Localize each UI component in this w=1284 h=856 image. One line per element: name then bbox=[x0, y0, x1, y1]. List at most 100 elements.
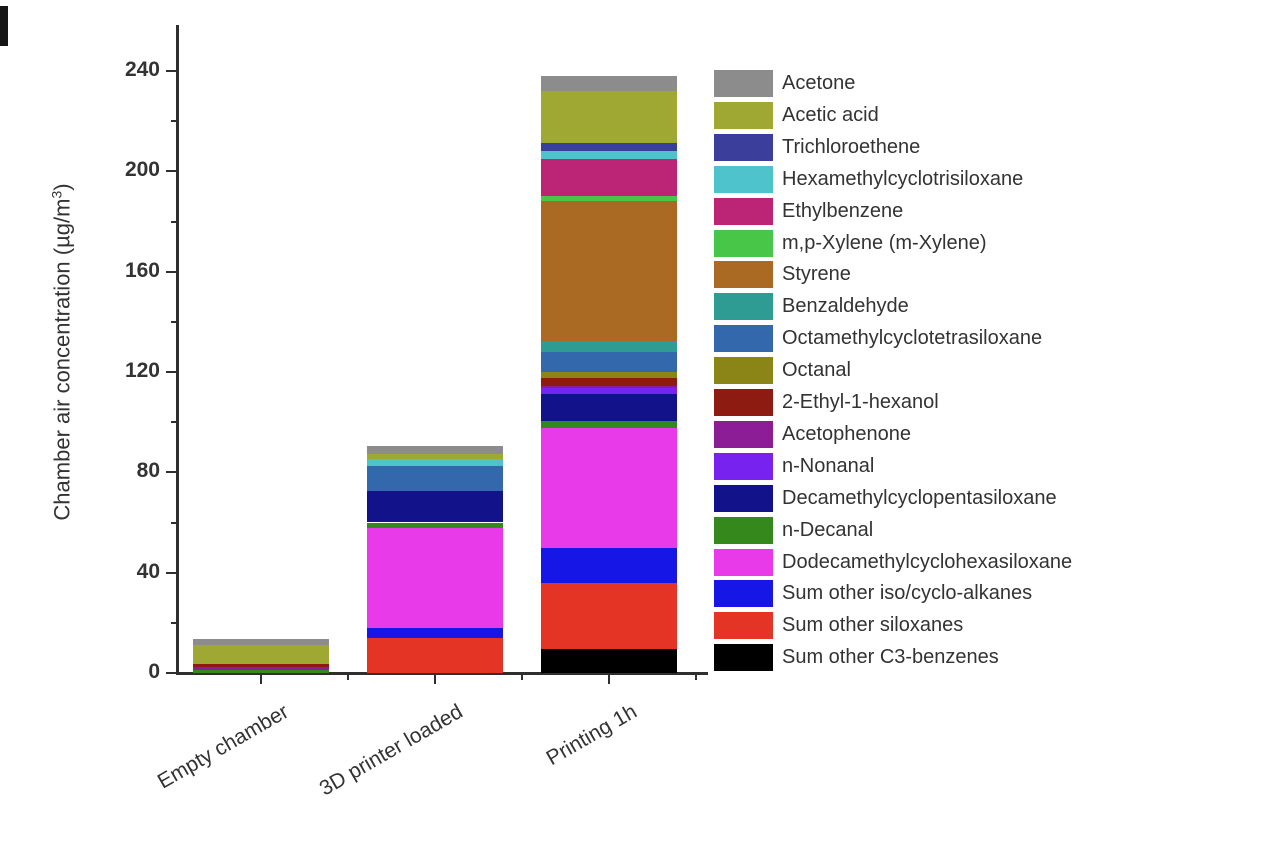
y-major-tick bbox=[166, 371, 176, 373]
legend-label: Acetophenone bbox=[782, 422, 912, 445]
bar-segment bbox=[367, 527, 503, 628]
y-axis-title-close: ) bbox=[49, 183, 75, 191]
bar-segment bbox=[541, 547, 677, 583]
y-major-tick bbox=[166, 70, 176, 72]
category-label: Printing 1h bbox=[542, 700, 641, 771]
bar-segment bbox=[541, 150, 677, 160]
legend-swatch bbox=[714, 197, 773, 225]
bar-segment bbox=[541, 428, 677, 548]
legend-swatch bbox=[714, 516, 773, 544]
y-minor-tick bbox=[171, 421, 176, 424]
y-axis-line bbox=[176, 25, 179, 675]
bar-segment bbox=[541, 372, 677, 378]
y-major-tick bbox=[166, 270, 176, 273]
legend-swatch bbox=[714, 325, 773, 353]
y-tick-label: 240 bbox=[124, 58, 160, 81]
bar-segment bbox=[367, 637, 503, 673]
y-major-tick bbox=[166, 571, 176, 574]
left-edge-artifact bbox=[0, 6, 8, 46]
legend-swatch bbox=[714, 70, 773, 97]
legend-swatch bbox=[714, 293, 773, 321]
bar-segment bbox=[193, 639, 329, 646]
bar-segment bbox=[193, 666, 329, 671]
x-major-tick bbox=[434, 675, 436, 684]
y-tick-label: 80 bbox=[136, 459, 160, 483]
legend-label: 2-Ethyl-1-hexanol bbox=[782, 391, 939, 413]
x-axis-line bbox=[176, 672, 708, 675]
bar-segment bbox=[541, 421, 677, 429]
legend-label: Hexamethylcyclotrisiloxane bbox=[782, 167, 1024, 190]
bar-segment bbox=[367, 454, 503, 460]
legend-label: Ethylbenzene bbox=[782, 199, 904, 222]
y-axis-title-superscript: 3 bbox=[48, 190, 65, 199]
bar-segment bbox=[541, 377, 677, 386]
legend-label: n-Nonanal bbox=[782, 454, 875, 477]
category-label: 3D printer loaded bbox=[315, 700, 467, 801]
legend-swatch bbox=[714, 389, 773, 416]
y-axis-title-text: Chamber air concentration (µg/m bbox=[49, 198, 75, 521]
legend-swatch bbox=[714, 133, 773, 161]
y-minor-tick bbox=[171, 320, 176, 323]
x-minor-tick bbox=[695, 675, 697, 680]
legend-swatch bbox=[714, 452, 773, 480]
legend-label: Benzaldehyde bbox=[782, 295, 909, 318]
y-tick-label: 40 bbox=[136, 559, 160, 583]
legend-label: m,p-Xylene (m-Xylene) bbox=[782, 231, 987, 254]
legend-label: n-Decanal bbox=[782, 518, 874, 541]
bar-segment bbox=[541, 352, 677, 373]
y-minor-tick bbox=[171, 521, 176, 524]
legend-swatch bbox=[714, 420, 773, 448]
y-major-tick bbox=[166, 471, 176, 474]
y-axis-title: Chamber air concentration (µg/m3) bbox=[48, 183, 75, 520]
legend-swatch bbox=[714, 101, 773, 129]
legend-label: Styrene bbox=[782, 263, 851, 286]
legend-swatch bbox=[714, 165, 773, 193]
y-minor-tick bbox=[171, 621, 176, 624]
legend-label: Dodecamethylcyclohexasiloxane bbox=[782, 550, 1073, 573]
legend-swatch bbox=[714, 548, 773, 576]
legend-label: Acetone bbox=[782, 72, 856, 94]
y-minor-tick bbox=[171, 120, 176, 123]
bar-segment bbox=[193, 670, 329, 673]
legend-label: Octamethylcyclotetrasiloxane bbox=[782, 327, 1043, 350]
bar-segment bbox=[541, 142, 677, 151]
legend-swatch bbox=[714, 357, 773, 385]
legend-label: Trichloroethene bbox=[782, 135, 921, 158]
legend-swatch bbox=[714, 580, 773, 608]
y-tick-label: 160 bbox=[124, 258, 160, 282]
legend-swatch bbox=[714, 484, 773, 512]
x-major-tick bbox=[608, 675, 610, 684]
bar-segment bbox=[367, 491, 503, 523]
bar-segment bbox=[541, 387, 677, 394]
y-tick-label: 200 bbox=[124, 158, 160, 182]
y-tick-label: 120 bbox=[124, 359, 160, 382]
bar-segment bbox=[367, 466, 503, 492]
legend-label: Decamethylcyclopentasiloxane bbox=[782, 486, 1057, 509]
legend-label: Sum other iso/cyclo-alkanes bbox=[782, 582, 1033, 605]
bar-segment bbox=[541, 76, 677, 92]
bar-segment bbox=[541, 649, 677, 673]
bar-segment bbox=[367, 627, 503, 638]
x-major-tick bbox=[260, 675, 262, 684]
x-minor-tick bbox=[521, 675, 523, 680]
bar-segment bbox=[193, 645, 329, 665]
legend-label: Sum other siloxanes bbox=[782, 614, 964, 637]
legend-swatch bbox=[714, 612, 773, 640]
legend-swatch bbox=[714, 644, 773, 672]
legend-label: Sum other C3-benzenes bbox=[782, 646, 999, 669]
bar-segment bbox=[541, 200, 677, 341]
y-minor-tick bbox=[171, 220, 176, 223]
bar-segment bbox=[367, 522, 503, 528]
legend-swatch bbox=[714, 229, 773, 257]
legend-label: Octanal bbox=[782, 359, 851, 382]
legend-label: Acetic acid bbox=[782, 103, 879, 126]
bar-segment bbox=[367, 445, 503, 455]
bar-segment bbox=[541, 195, 677, 201]
bar-segment bbox=[541, 340, 677, 353]
y-major-tick bbox=[166, 672, 176, 674]
legend-swatch bbox=[714, 261, 773, 289]
bar-segment bbox=[541, 385, 677, 388]
bar-segment bbox=[541, 159, 677, 196]
